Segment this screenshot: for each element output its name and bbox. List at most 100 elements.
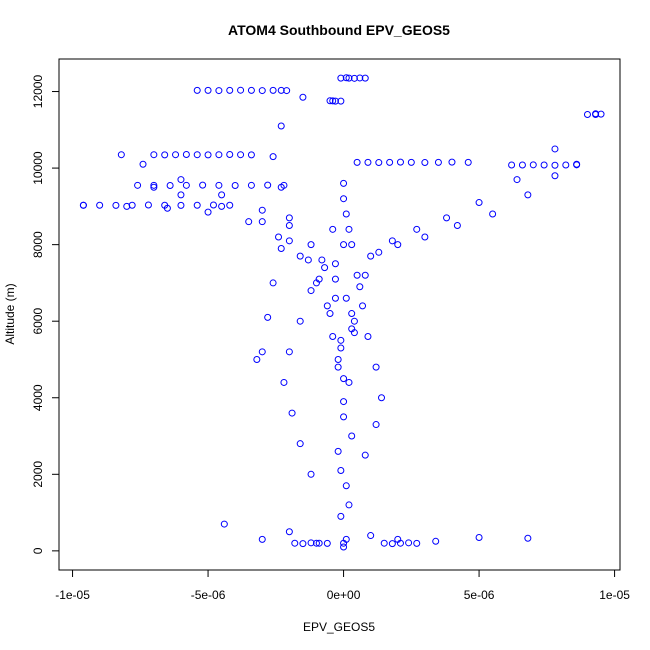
- data-point: [475, 199, 483, 207]
- data-point: [356, 283, 364, 291]
- data-point: [218, 191, 226, 199]
- data-point: [296, 440, 304, 448]
- data-point: [269, 153, 277, 161]
- data-point: [331, 260, 339, 268]
- data-point: [540, 161, 548, 169]
- data-point: [388, 237, 396, 245]
- data-point: [264, 181, 272, 189]
- data-point: [329, 225, 337, 233]
- data-point: [117, 151, 125, 159]
- data-point: [380, 539, 388, 547]
- data-point: [464, 158, 472, 166]
- x-tick-label: -5e-06: [191, 588, 226, 602]
- data-point: [562, 161, 570, 169]
- data-point: [388, 540, 396, 548]
- data-point: [182, 151, 190, 159]
- data-point: [280, 378, 288, 386]
- data-point: [226, 86, 234, 94]
- data-point: [489, 210, 497, 218]
- data-point: [348, 310, 356, 318]
- data-point: [204, 86, 212, 94]
- plot-frame: [58, 58, 621, 571]
- data-point: [337, 74, 345, 82]
- data-point: [378, 394, 386, 402]
- data-point: [342, 482, 350, 490]
- data-point: [304, 256, 312, 264]
- y-axis-title: Altitude (m): [3, 283, 17, 344]
- x-tick-label: -1e-05: [55, 588, 90, 602]
- x-axis: -1e-05 -5e-06 0e+00 5e-06 1e-05: [55, 569, 630, 602]
- data-point: [321, 264, 329, 272]
- data-point: [448, 158, 456, 166]
- data-point: [407, 158, 415, 166]
- data-point: [331, 275, 339, 283]
- data-point: [340, 179, 348, 187]
- data-point: [253, 355, 261, 363]
- data-point: [193, 151, 201, 159]
- data-point: [342, 294, 350, 302]
- data-point: [215, 151, 223, 159]
- data-point: [193, 86, 201, 94]
- data-point: [237, 151, 245, 159]
- x-axis-title: EPV_GEOS5: [303, 620, 375, 634]
- data-point: [394, 241, 402, 249]
- data-point: [334, 355, 342, 363]
- data-point: [513, 176, 521, 184]
- data-point: [551, 145, 559, 153]
- data-point: [204, 151, 212, 159]
- data-point: [372, 363, 380, 371]
- data-point: [96, 201, 104, 209]
- data-point: [597, 110, 605, 118]
- y-tick-label: 8000: [31, 231, 45, 258]
- data-point: [342, 74, 350, 82]
- data-point: [337, 97, 345, 105]
- data-point: [285, 214, 293, 222]
- data-point: [453, 222, 461, 230]
- data-point: [299, 540, 307, 548]
- data-point: [337, 336, 345, 344]
- data-point: [307, 470, 315, 478]
- data-point: [340, 241, 348, 249]
- data-point: [283, 87, 291, 95]
- data-point: [307, 539, 315, 547]
- data-point: [247, 151, 255, 159]
- data-point: [199, 181, 207, 189]
- data-point: [312, 279, 320, 287]
- data-point: [350, 317, 358, 325]
- data-point: [396, 158, 404, 166]
- data-points: [79, 74, 605, 551]
- data-point: [551, 161, 559, 169]
- data-point: [361, 271, 369, 279]
- data-point: [247, 181, 255, 189]
- data-point: [150, 181, 158, 189]
- data-point: [258, 535, 266, 543]
- data-point: [269, 279, 277, 287]
- data-point: [348, 432, 356, 440]
- data-point: [421, 159, 429, 167]
- data-point: [342, 535, 350, 543]
- data-point: [421, 233, 429, 241]
- data-point: [326, 97, 334, 105]
- data-point: [326, 310, 334, 318]
- y-tick-label: 2000: [31, 461, 45, 488]
- data-point: [166, 182, 174, 190]
- data-point: [177, 176, 185, 184]
- data-point: [323, 302, 331, 310]
- data-point: [331, 97, 339, 105]
- data-point: [182, 181, 190, 189]
- data-point: [518, 161, 526, 169]
- data-point: [315, 539, 323, 547]
- data-point: [258, 87, 266, 95]
- data-point: [583, 111, 591, 119]
- data-point: [524, 191, 532, 199]
- data-point: [342, 210, 350, 218]
- data-point: [307, 241, 315, 249]
- data-point: [258, 348, 266, 356]
- data-point: [551, 172, 559, 180]
- data-point: [204, 208, 212, 216]
- data-point: [128, 201, 136, 209]
- data-point: [334, 363, 342, 371]
- data-point: [285, 528, 293, 536]
- data-point: [323, 539, 331, 547]
